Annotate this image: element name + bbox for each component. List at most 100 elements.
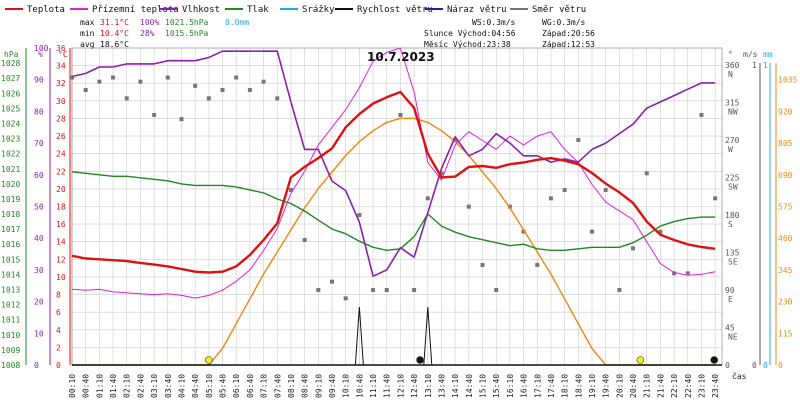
stat-min-press: 1015.5hPa <box>165 29 209 38</box>
stat-max-press: 1021.5hPa <box>165 18 209 27</box>
stat-moonset: Západ:12:53 <box>542 40 595 49</box>
hpa-tick-label: 1021 <box>1 165 20 174</box>
wind-speed-spike <box>423 306 433 366</box>
x-tick-label: 21:10 <box>643 374 652 398</box>
degc-tick-label: 18 <box>56 203 66 212</box>
wind-dir-point <box>275 96 280 101</box>
x-tick-label: 00:40 <box>82 374 91 398</box>
stat-avg-label: avg <box>80 40 95 49</box>
x-tick-label: 19:40 <box>602 374 611 398</box>
stat-avg-temp: 18.6°C <box>100 40 129 49</box>
hpa-axis-unit: hPa <box>4 50 19 59</box>
wind-dir-point <box>535 263 540 267</box>
pct-tick-label: 70 <box>34 139 44 148</box>
solar-tick-label: 805 <box>778 139 793 148</box>
x-tick-label: 23:40 <box>711 374 720 398</box>
wind-dir-point <box>247 88 252 92</box>
wind-dir-point <box>83 88 88 92</box>
time-axis-unit: čas <box>732 371 747 381</box>
dir-tick-compass: NW <box>728 108 738 117</box>
wind-dir-point <box>70 75 74 80</box>
dir-tick-label: 135 <box>725 249 740 258</box>
wind-dir-point <box>220 88 225 92</box>
wind-dir-point <box>439 171 444 176</box>
x-tick-label: 09:40 <box>328 374 337 398</box>
pct-tick-label: 80 <box>34 107 44 116</box>
chart-date: 10.7.2023 <box>367 50 435 64</box>
wind-dir-point <box>412 288 417 292</box>
wind-dir-point <box>466 204 471 209</box>
x-tick-label: 22:10 <box>670 374 679 398</box>
solar-tick-label: 460 <box>778 234 793 243</box>
x-tick-label: 23:10 <box>697 374 706 398</box>
wind-dir-point <box>165 75 170 80</box>
dir-tick-label: 315 <box>725 99 740 108</box>
hpa-tick-label: 1010 <box>1 331 20 340</box>
legend-label: Teplota <box>27 5 65 15</box>
stat-max-temp: 31.1°C <box>100 18 129 27</box>
hpa-tick-label: 1020 <box>1 180 20 189</box>
x-tick-label: 17:10 <box>533 374 542 398</box>
pct-tick-label: 60 <box>34 171 44 180</box>
wind-dir-point <box>617 288 622 292</box>
x-tick-label: 19:10 <box>588 374 597 398</box>
x-tick-label: 08:10 <box>287 374 296 398</box>
hpa-tick-label: 1016 <box>1 240 20 249</box>
pct-tick-label: 30 <box>34 266 44 275</box>
hpa-tick-label: 1014 <box>1 270 20 279</box>
hpa-tick-label: 1011 <box>1 316 20 325</box>
wind-dir-point <box>453 138 458 142</box>
wind-dir-point <box>548 196 553 201</box>
wind-dir-point <box>480 263 485 267</box>
wind-dir-point <box>699 113 704 117</box>
x-tick-label: 06:10 <box>232 374 241 398</box>
x-tick-label: 11:10 <box>369 374 378 398</box>
wind-dir-point <box>138 79 143 84</box>
x-tick-label: 21:40 <box>656 374 665 398</box>
x-tick-label: 01:40 <box>109 374 118 398</box>
x-tick-label: 17:40 <box>547 374 556 398</box>
degc-tick-label: 10 <box>56 273 66 282</box>
solar-tick-label: 230 <box>778 298 793 307</box>
x-tick-label: 09:10 <box>314 374 323 398</box>
hpa-tick-label: 1012 <box>1 301 20 310</box>
x-tick-label: 14:10 <box>451 374 460 398</box>
wind-dir-point <box>507 204 512 209</box>
temperature-line <box>71 90 716 274</box>
dir-axis-unit: ° <box>728 50 733 59</box>
legend-label: Směr větru <box>532 5 586 15</box>
x-tick-label: 04:10 <box>177 374 186 398</box>
pct-axis-unit: % <box>38 50 43 59</box>
legend-label: Vlhkost <box>182 5 220 15</box>
pct-tick-label: 100 <box>34 44 49 53</box>
solar-tick-label: 345 <box>778 266 793 275</box>
solar-tick-label: 690 <box>778 171 793 180</box>
dir-tick-label: 0 <box>725 361 730 370</box>
stat-moonrise: Měsíc Východ:23:38 <box>424 40 511 49</box>
x-tick-label: 02:10 <box>123 374 132 398</box>
stat-min-label: min <box>80 29 95 38</box>
wind-dir-point <box>384 288 389 292</box>
x-tick-label: 18:40 <box>574 374 583 398</box>
x-tick-label: 18:10 <box>561 374 570 398</box>
wind-dir-point <box>685 271 690 276</box>
pressure-line <box>71 171 716 252</box>
dir-tick-label: 180 <box>725 211 740 220</box>
stat-wg: WG:0.3m/s <box>542 18 586 27</box>
hpa-tick-label: 1015 <box>1 255 20 264</box>
hpa-tick-label: 1025 <box>1 104 20 113</box>
wind-dir-point <box>111 75 116 80</box>
dir-tick-compass: S <box>728 220 733 229</box>
dir-tick-compass: N <box>728 70 733 79</box>
wind-dir-point <box>425 196 430 201</box>
degc-tick-label: 16 <box>56 220 66 229</box>
wind-dir-point <box>343 296 348 301</box>
x-tick-label: 07:40 <box>273 374 282 398</box>
pct-tick-label: 40 <box>34 234 44 243</box>
degc-tick-label: 14 <box>56 238 66 247</box>
degc-tick-label: 28 <box>56 114 66 123</box>
wind-dir-point <box>234 75 239 80</box>
legend-label: Přízemní teplota <box>92 5 179 15</box>
wind-dir-point <box>302 238 307 242</box>
